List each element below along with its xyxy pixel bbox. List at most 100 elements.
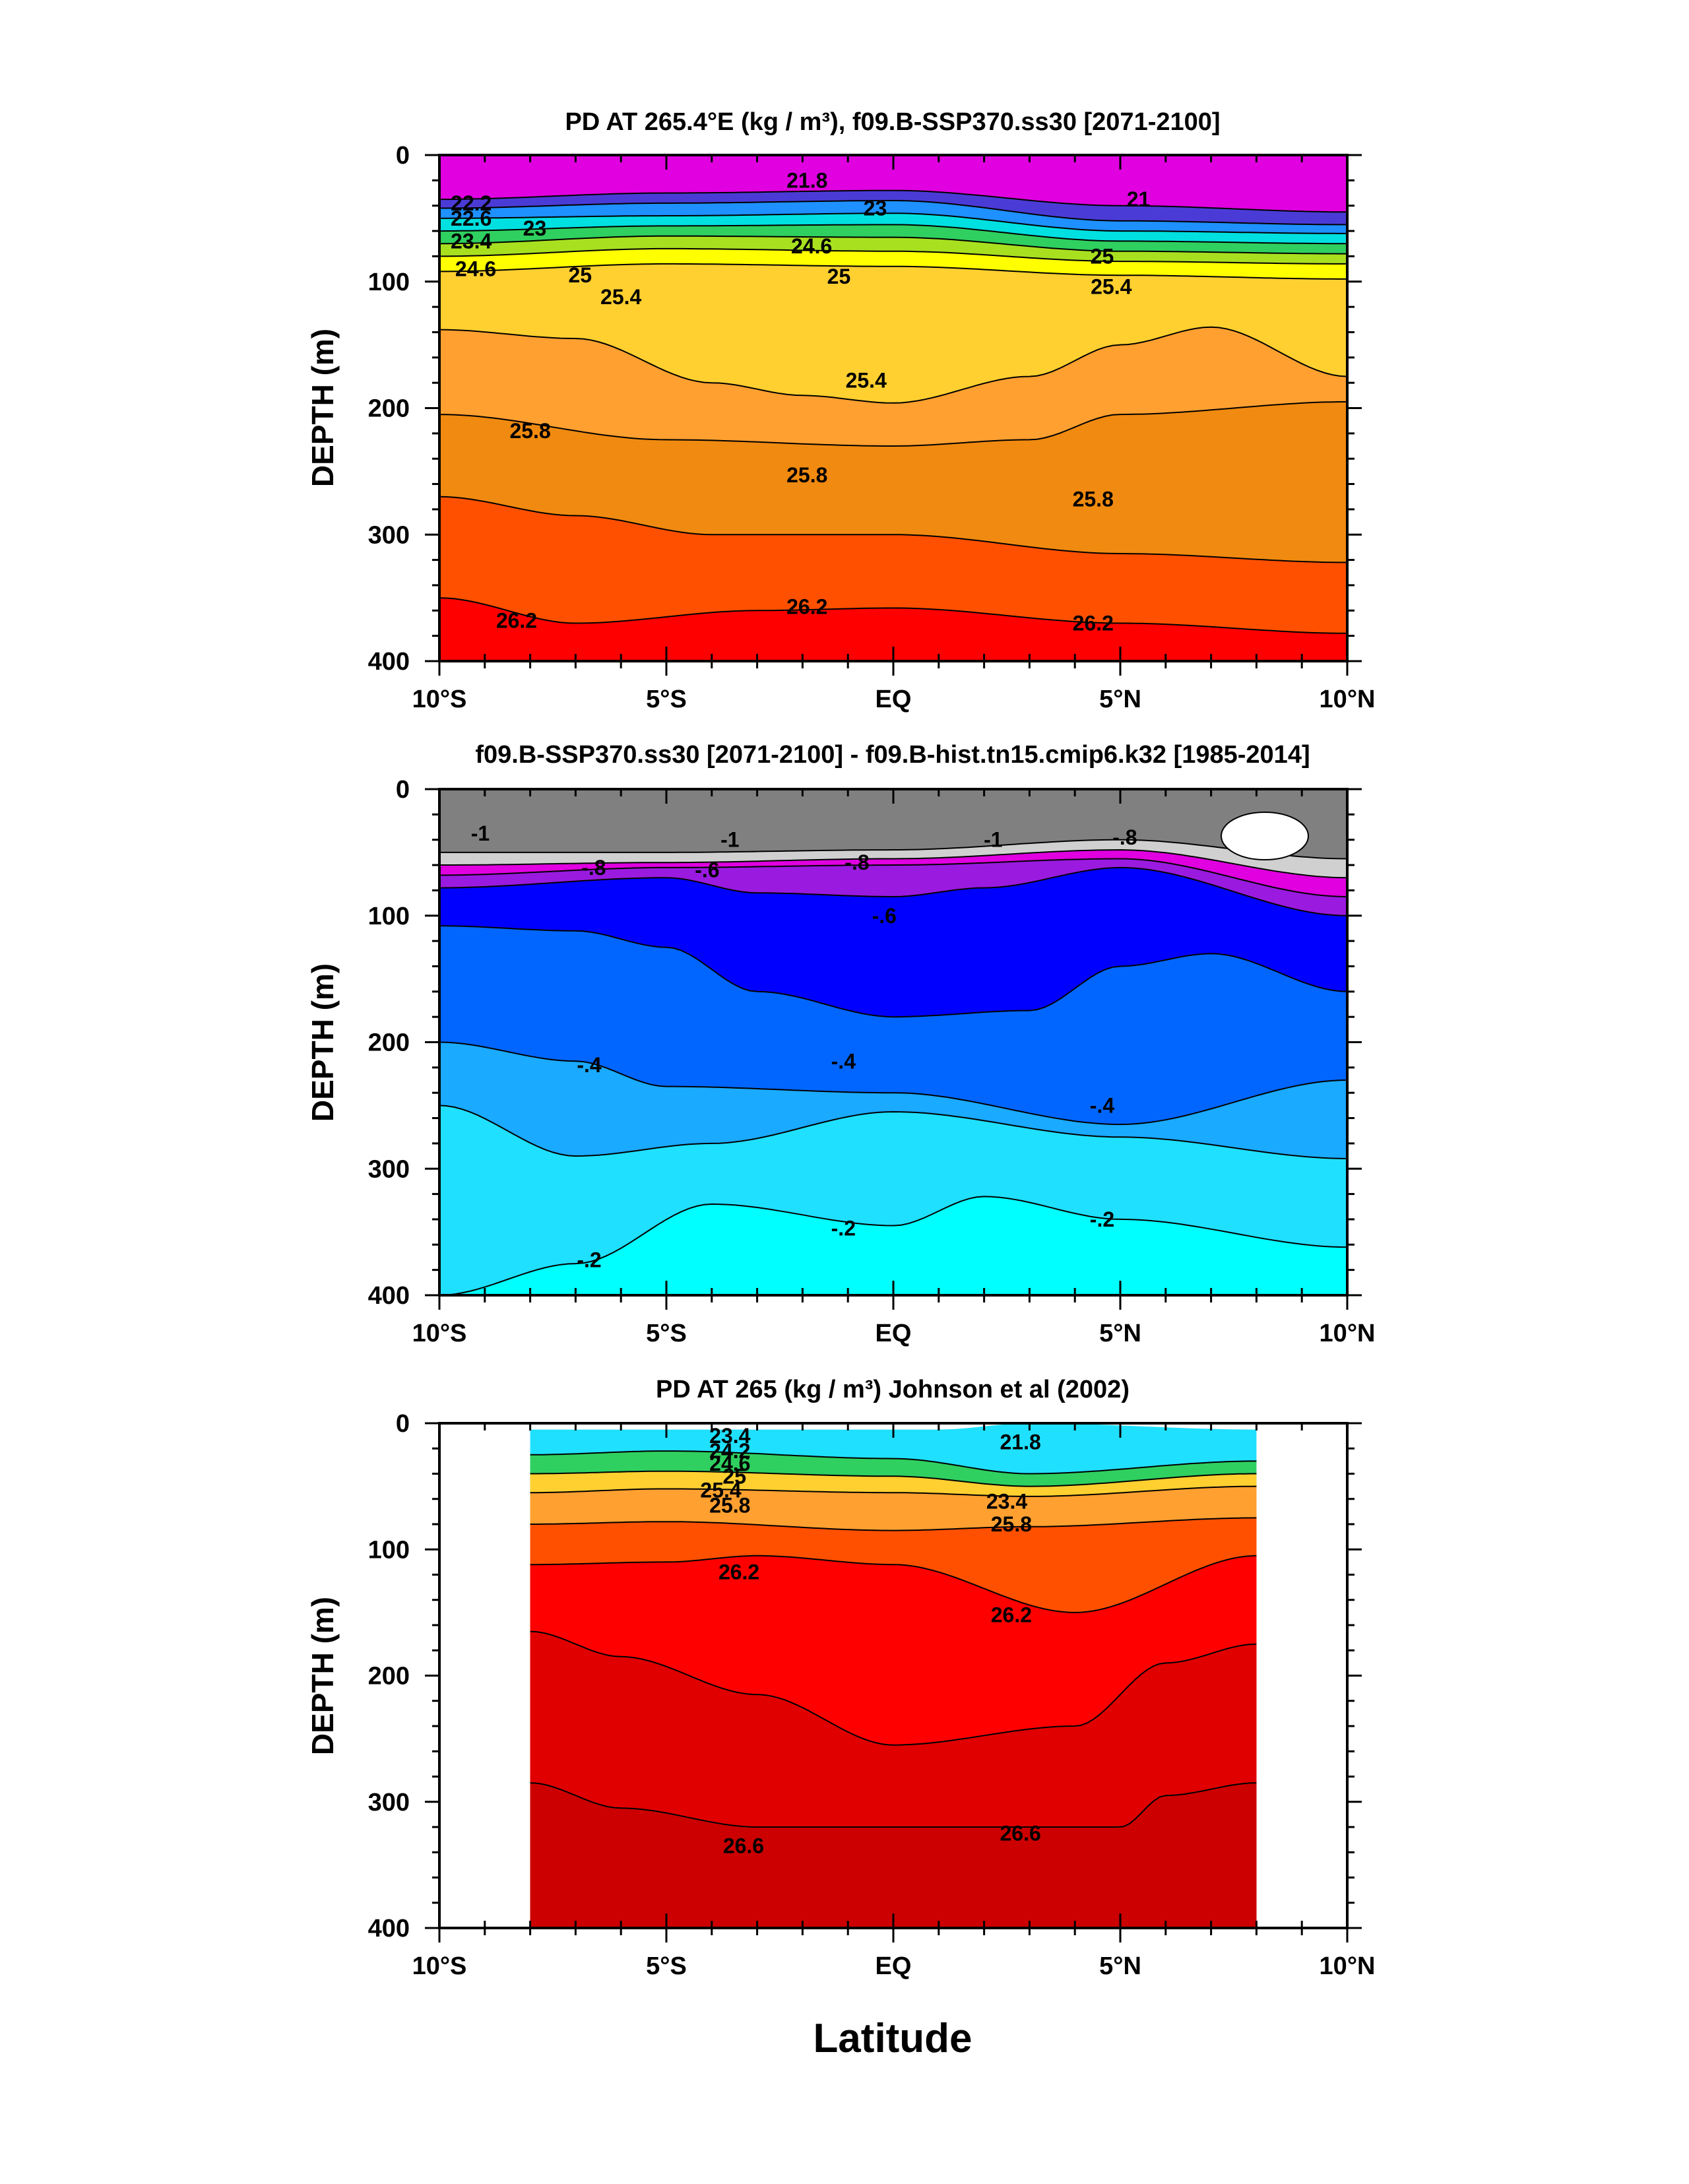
panel-3-contour-1 [530, 1450, 1257, 1475]
panel-3-contour-3 [530, 1485, 1257, 1497]
panel-1-contour-label: 25.4 [1091, 274, 1131, 298]
panel-1-contour-label: 23 [523, 216, 547, 240]
panel-1-contour-5 [439, 235, 1347, 255]
y-tick-label: 400 [368, 648, 410, 676]
y-tick-label: 200 [368, 1663, 410, 1690]
y-tick-label: 300 [368, 521, 410, 549]
panel-2-contour-label: -.2 [1090, 1207, 1114, 1231]
panel-1-contour-2 [439, 200, 1348, 226]
panel-1-contour-label: 26.2 [1073, 611, 1114, 635]
x-tick-label: EQ [876, 1952, 912, 1980]
y-tick-label: 0 [396, 776, 410, 804]
panel-2-contour-label: -1 [984, 828, 1002, 852]
y-tick-label: 300 [368, 1155, 410, 1183]
panel-2-positive-anomaly-pocket [1221, 812, 1309, 860]
panel-2-contour-7 [439, 1105, 1348, 1159]
panel-3-contour-label: 25.8 [709, 1493, 750, 1517]
panel-1-contour-label: 25.8 [509, 419, 550, 443]
panel-1-contour-label: 25 [827, 265, 851, 288]
panel-2-contour-label: -.4 [577, 1053, 602, 1077]
panel-3-contour-label: 23.4 [709, 1424, 750, 1448]
panel-1-contour-4 [439, 224, 1347, 245]
panel-3-band-8 [530, 1783, 1257, 1928]
panel-2-contour-3 [439, 858, 1348, 897]
panel-2-contour-label: -.8 [581, 856, 606, 880]
panel-1-contour-label: 25.8 [1073, 488, 1114, 511]
panel-1-contour-label: 22.2 [451, 191, 492, 215]
panel-2-band-9 [439, 1196, 1347, 1295]
panel-3: PD AT 265 (kg / m³) Johnson et al (2002)… [305, 1376, 1375, 1980]
panel-3-ticks: 10°S 5°S EQ 5°N 10°N 0 100 200 300 400 [368, 1410, 1376, 1980]
panel-2-contour-lines [439, 839, 1348, 1296]
panel-1-contour-lines [439, 189, 1348, 634]
panel-1-contour-label: 23 [864, 197, 887, 220]
panel-2-title: f09.B-SSP370.ss30 [2071-2100] - f09.B-hi… [475, 741, 1310, 769]
panel-1-contour-label: 22.6 [451, 207, 492, 230]
panel-1-ticks: 10°S 5°S EQ 5°N 10°N 0 100 200 300 400 [368, 142, 1376, 713]
panel-1-contour-label: 26.2 [496, 609, 537, 633]
panel-1-contour-8 [439, 326, 1348, 404]
panel-3-contour-label: 26.6 [723, 1834, 764, 1858]
x-tick-label: 5°S [646, 686, 687, 713]
y-tick-label: 100 [368, 903, 410, 930]
panel-1: PD AT 265.4°E (kg / m³), f09.B-SSP370.ss… [305, 108, 1375, 713]
panel-2-contour-label: -.8 [844, 851, 869, 874]
panel-3-contour-label: 25.4 [700, 1478, 741, 1502]
panel-1-contour-10 [439, 496, 1347, 563]
x-tick-label: 10°S [412, 1952, 467, 1980]
y-tick-label: 200 [368, 1029, 410, 1057]
x-tick-label: 10°S [412, 1320, 467, 1347]
x-tick-label: 10°N [1320, 1952, 1376, 1980]
panel-1-title: PD AT 265.4°E (kg / m³), f09.B-SSP370.ss… [565, 108, 1220, 136]
x-tick-label: 10°N [1320, 1320, 1376, 1347]
panel-1-band-12 [439, 598, 1347, 661]
panel-3-contour-label: 25.8 [991, 1512, 1032, 1536]
panel-2-contour-8 [439, 1196, 1348, 1296]
panel-1-contour-6 [439, 247, 1347, 265]
panel-1-y-axis-label: DEPTH (m) [305, 329, 340, 487]
panel-1-contour-label: 23.4 [451, 229, 492, 253]
panel-3-contour-label: 26.2 [991, 1603, 1032, 1627]
y-tick-label: 300 [368, 1789, 410, 1816]
x-tick-label: 10°S [412, 686, 467, 713]
x-tick-label: 5°S [646, 1952, 687, 1980]
panel-3-contour-label: 21.8 [1000, 1430, 1040, 1454]
panel-2-contour-4 [439, 866, 1348, 916]
panel-2-contour-label: -.2 [831, 1216, 856, 1240]
y-tick-label: 100 [368, 269, 410, 296]
panel-1-contour-labels: 22.222.6 23 23.4 24.6 25 25.4 21.8 23 24.6 25 21 25… [451, 168, 1151, 635]
panel-3-title: PD AT 265 (kg / m³) Johnson et al (2002) [656, 1376, 1130, 1403]
panel-1-contour-label: 24.6 [791, 234, 832, 258]
panel-3-contour-label: 23.4 [986, 1490, 1027, 1514]
panel-3-contour-6 [530, 1630, 1257, 1746]
panel-1-contour-label: 25.4 [600, 285, 641, 309]
panel-1-bands [439, 155, 1347, 661]
panel-2-contour-label: -.8 [1112, 825, 1137, 849]
x-tick-label: EQ [876, 1320, 912, 1347]
panel-2-contour-6 [439, 1041, 1348, 1126]
panel-3-contour-4 [530, 1517, 1257, 1531]
panel-3-contour-label: 26.2 [718, 1560, 759, 1584]
panel-1-contour-label: 25 [568, 263, 592, 287]
panel-1-contour-1 [439, 189, 1347, 213]
panel-2-contour-label: -.2 [577, 1248, 601, 1271]
panel-3-contour-label: 25 [722, 1464, 746, 1488]
panel-1-contour-label: 25.4 [846, 368, 887, 392]
x-tick-label: 5°N [1099, 1952, 1141, 1980]
panel-2-contour-label: -.6 [872, 904, 897, 928]
panel-3-bands [530, 1423, 1257, 1928]
x-tick-label: 5°S [646, 1320, 687, 1347]
panel-1-contour-3 [439, 212, 1347, 234]
panel-3-contour-label: 24.2 [709, 1439, 750, 1463]
panel-1-contour-label: 25 [1091, 244, 1114, 268]
panel-2-contour-1 [439, 839, 1348, 860]
panel-3-contour-2 [530, 1470, 1257, 1487]
panel-2-contour-label: -1 [720, 828, 739, 852]
panel-2-contour-labels: -1-.8 -.6-1-.8-1-.6-.8-.4 -.4-.4-.2-.2 -.2 [471, 821, 1137, 1271]
panel-2-y-axis-label: DEPTH (m) [305, 963, 340, 1122]
panel-1-contour-label: 21 [1127, 187, 1151, 211]
panel-2-contour-5 [439, 925, 1348, 1018]
panel-1-contour-9 [439, 401, 1348, 447]
panel-3-contour-label: 26.6 [1000, 1822, 1040, 1846]
